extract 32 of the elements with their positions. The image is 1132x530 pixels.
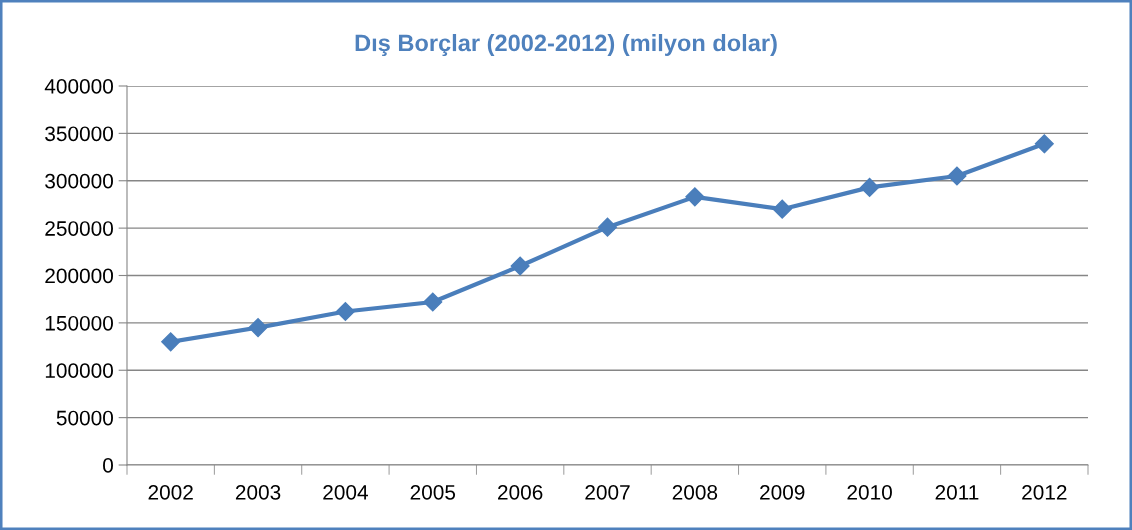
point	[248, 318, 268, 338]
x-tick-label: 2004	[323, 484, 368, 500]
y-tick-label: 100000	[45, 363, 113, 378]
point	[1034, 134, 1054, 154]
point	[947, 166, 967, 186]
y-tick-label: 250000	[45, 221, 113, 236]
x-tick-label: 2012	[1022, 484, 1067, 500]
point	[772, 199, 792, 219]
y-tick-label: 300000	[45, 173, 113, 189]
point	[860, 177, 880, 197]
y-tick-label: 350000	[45, 126, 113, 142]
x-tick-label: 2011	[935, 484, 979, 500]
point	[335, 301, 355, 322]
point	[161, 332, 181, 352]
x-tick-label: 2006	[498, 484, 543, 500]
y-tick-label: 150000	[45, 315, 113, 331]
point	[510, 256, 530, 276]
x-tick-label: 2002	[148, 484, 193, 500]
y-tick-label: 200000	[45, 268, 113, 284]
x-tick-label: 2005	[410, 484, 456, 500]
y-tick-label: 400000	[44, 79, 113, 94]
point	[423, 292, 443, 312]
point	[597, 217, 618, 237]
x-tick-label: 2010	[847, 484, 892, 500]
chart-title: Dış Borçlar (2002-2012) (milyon dolar)	[355, 34, 777, 56]
y-tick-label: 50000	[56, 410, 113, 426]
x-tick-label: 2007	[585, 484, 630, 500]
y-tick-label: 0	[103, 458, 113, 473]
x-tick-label: 2003	[235, 484, 281, 500]
x-tick-label: 2008	[672, 484, 718, 500]
x-tick-label: 2009	[760, 484, 805, 500]
point	[685, 187, 705, 207]
